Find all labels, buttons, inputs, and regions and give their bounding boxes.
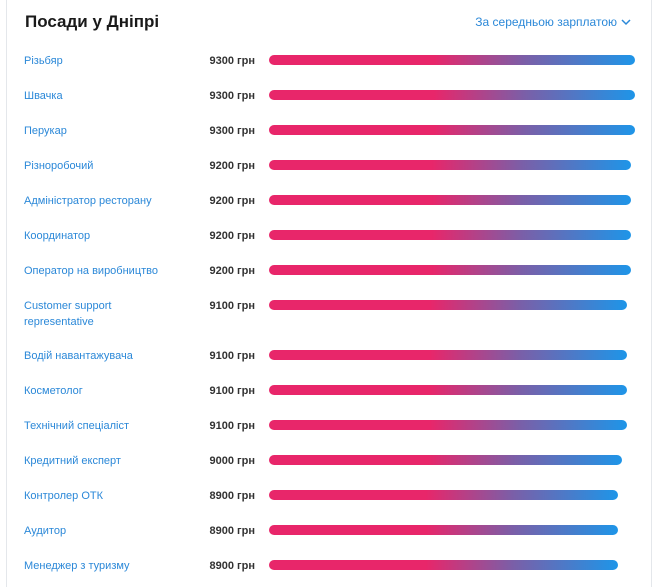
job-row: Технічний спеціаліст 9100 грн [7, 408, 651, 443]
salary-bar [269, 90, 635, 100]
salary-bar [269, 560, 619, 570]
job-salary: 8900 грн [209, 560, 255, 572]
job-row: Косметолог 9100 грн [7, 373, 651, 408]
job-row: Адміністратор ресторану 9200 грн [7, 183, 651, 218]
salary-bar-track [269, 455, 635, 465]
job-title-link[interactable]: Косметолог [24, 385, 83, 397]
job-row: Менеджер з туризму 8900 грн [7, 548, 651, 583]
job-row: Водій навантажувача 9100 грн [7, 338, 651, 373]
salary-bar-track [269, 350, 635, 360]
job-salary: 9100 грн [209, 350, 255, 362]
job-row: Перукар 9300 грн [7, 113, 651, 148]
salary-bar-track [269, 195, 635, 205]
sort-dropdown[interactable]: За середньою зарплатою [475, 15, 631, 29]
job-title-link[interactable]: Контролер ОТК [24, 490, 104, 502]
job-salary: 9200 грн [209, 265, 255, 277]
job-salary: 9200 грн [209, 195, 255, 207]
salary-bar-track [269, 160, 635, 170]
job-title-link[interactable]: Координатор [24, 230, 91, 242]
salary-bar [269, 125, 635, 135]
job-title-link[interactable]: Оператор на виробництво [24, 265, 158, 277]
salary-bar [269, 160, 631, 170]
salary-bar-track [269, 385, 635, 395]
job-salary: 9100 грн [209, 300, 255, 312]
salary-bar [269, 490, 619, 500]
job-salary: 9300 грн [209, 55, 255, 67]
job-row: Швачка 9300 грн [7, 78, 651, 113]
job-title-link[interactable]: Водій навантажувача [24, 350, 133, 362]
job-row: Оператор на виробництво 9200 грн [7, 253, 651, 288]
job-salary: 9100 грн [209, 420, 255, 432]
salary-bar [269, 265, 631, 275]
chevron-down-icon [621, 18, 631, 25]
job-salary: 8900 грн [209, 490, 255, 502]
salary-bar-track [269, 265, 635, 275]
page-title: Посади у Дніпрі [25, 12, 160, 31]
salary-bar-track [269, 490, 635, 500]
salary-bar [269, 55, 635, 65]
salary-bar [269, 420, 627, 430]
job-title-link[interactable]: Перукар [24, 125, 67, 137]
jobs-list: Різьбяр 9300 грн Швачка 9300 грн Перукар… [7, 43, 651, 583]
salary-bar [269, 350, 627, 360]
salary-bar [269, 525, 619, 535]
salary-bar [269, 385, 627, 395]
job-row: Аудитор 8900 грн [7, 513, 651, 548]
jobs-card: Посади у Дніпрі За середньою зарплатою Р… [6, 0, 652, 587]
job-salary: 9200 грн [209, 160, 255, 172]
salary-bar-track [269, 90, 635, 100]
job-row: Контролер ОТК 8900 грн [7, 478, 651, 513]
job-title-link[interactable]: Менеджер з туризму [24, 560, 130, 572]
salary-bar-track [269, 560, 635, 570]
job-title-link[interactable]: Різноробочий [24, 160, 94, 172]
salary-bar [269, 455, 623, 465]
job-title-link[interactable]: Кредитний експерт [24, 455, 121, 467]
job-row: Кредитний експерт 9000 грн [7, 443, 651, 478]
job-salary: 9200 грн [209, 230, 255, 242]
salary-bar [269, 195, 631, 205]
job-row: Різноробочий 9200 грн [7, 148, 651, 183]
job-title-link[interactable]: Адміністратор ресторану [24, 195, 152, 207]
job-salary: 9100 грн [209, 385, 255, 397]
job-row: Координатор 9200 грн [7, 218, 651, 253]
job-title-link[interactable]: Аудитор [24, 525, 67, 537]
salary-bar-track [269, 55, 635, 65]
job-salary: 8900 грн [209, 525, 255, 537]
job-title-link[interactable]: Різьбяр [24, 55, 63, 67]
job-title-link[interactable]: Customer support representative [24, 300, 112, 328]
salary-bar-track [269, 300, 635, 310]
salary-bar-track [269, 230, 635, 240]
job-row: Customer support representative 9100 грн [7, 288, 651, 338]
job-salary: 9300 грн [209, 90, 255, 102]
salary-bar-track [269, 125, 635, 135]
job-salary: 9000 грн [209, 455, 255, 467]
job-salary: 9300 грн [209, 125, 255, 137]
job-title-link[interactable]: Технічний спеціаліст [24, 420, 129, 432]
salary-bar-track [269, 420, 635, 430]
salary-bar-track [269, 525, 635, 535]
salary-bar [269, 230, 631, 240]
job-title-link[interactable]: Швачка [24, 90, 63, 102]
job-row: Різьбяр 9300 грн [7, 43, 651, 78]
sort-label: За середньою зарплатою [475, 15, 617, 29]
salary-bar [269, 300, 627, 310]
